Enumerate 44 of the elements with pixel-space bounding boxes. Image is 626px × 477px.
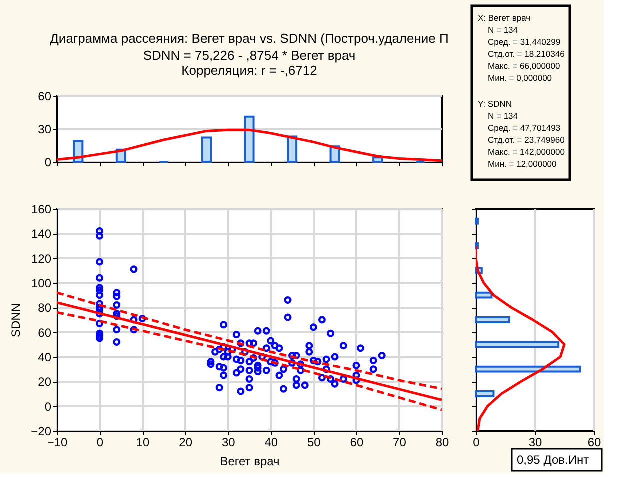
text: Макс. = 66,000000 <box>488 61 560 71</box>
y-tick-label: 40 <box>38 350 52 364</box>
text: Сред. = 47,701493 <box>488 123 561 133</box>
y-tick-label: 140 <box>31 227 52 242</box>
x-tick-label: 50 <box>307 436 322 450</box>
y-tick-label: 160 <box>31 202 52 216</box>
y-tick-label: −20 <box>31 424 52 438</box>
x-tick-label: 70 <box>393 436 407 450</box>
x-tick-label: 80 <box>436 436 450 450</box>
text: Y: SDNN <box>478 99 512 109</box>
x-tick-label: 0 <box>473 436 480 450</box>
x-axis-title: Вегет врач <box>220 454 280 468</box>
y-tick-label: 100 <box>31 276 52 290</box>
text: Сред. = 31,440299 <box>488 37 561 47</box>
x-tick-label: 40 <box>264 436 278 450</box>
text: Мин. = 12,000000 <box>488 159 558 169</box>
text: X: Вегет врач <box>478 13 531 23</box>
x-tick-label: 0 <box>96 436 104 450</box>
x-tick-label: 20 <box>179 436 193 450</box>
text: N = 134 <box>488 25 518 35</box>
y-tick-label: 120 <box>31 252 52 266</box>
y-axis-title: SDNN <box>9 303 24 338</box>
y-tick-label: 60 <box>38 90 52 104</box>
y-tick-label: 0 <box>44 156 52 170</box>
y-tick-label: 30 <box>38 122 52 136</box>
text: Стд.от. = 23,749960 <box>488 135 566 145</box>
y-tick-label: 0 <box>44 400 52 414</box>
x-tick-label: 30 <box>222 436 236 450</box>
text: N = 134 <box>488 111 518 121</box>
x-tick-label: 60 <box>350 436 364 450</box>
y-tick-label: 20 <box>38 375 52 390</box>
x-tick-label: −10 <box>47 436 68 450</box>
text: Мин. = 0,000000 <box>488 73 552 83</box>
y-tick-label: 80 <box>38 301 52 316</box>
x-tick-label: 10 <box>136 436 150 450</box>
text: Макс. = 142,000000 <box>488 147 566 157</box>
x-tick-label: 60 <box>588 436 602 450</box>
chart-subtitle: SDNN = 75,226 - ,8754 * Вегет врач Корреляция: r = -,6712 <box>143 48 356 78</box>
text: 0,95 Дов.Инт <box>517 453 590 467</box>
line-series <box>57 292 442 390</box>
text: Стд.от. = 18,210346 <box>488 49 566 59</box>
x-tick-label: 30 <box>528 436 542 450</box>
y-tick-label: 60 <box>38 326 52 340</box>
chart-title: Диаграмма рассеяния: Вегет врач vs. SDNN (Построч.удаление П <box>50 31 449 46</box>
